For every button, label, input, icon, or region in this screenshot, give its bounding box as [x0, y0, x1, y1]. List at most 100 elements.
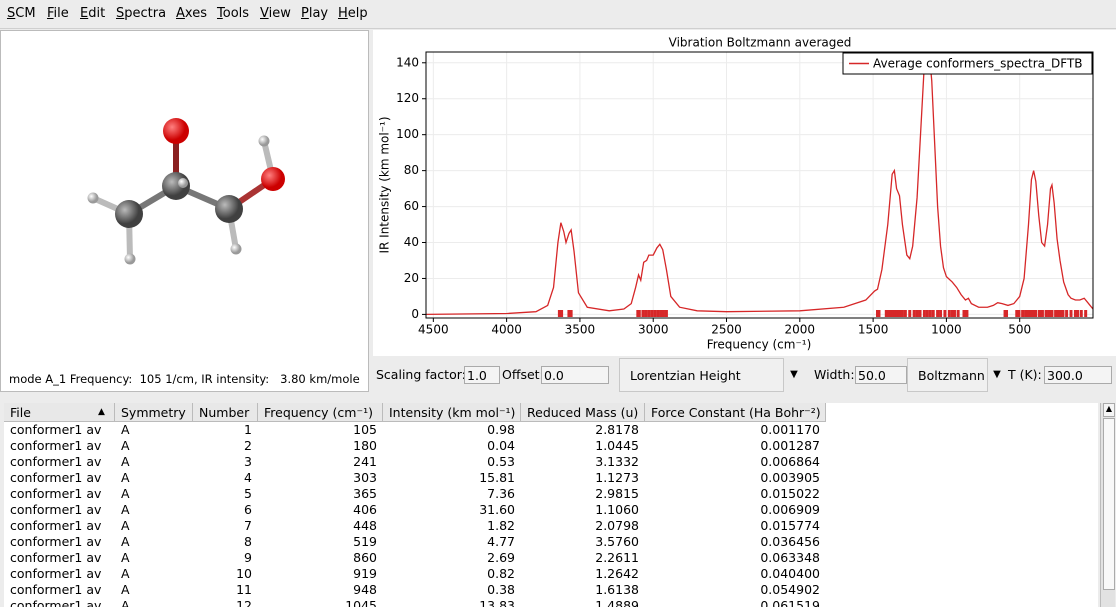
menu-item[interactable]: Edit	[80, 6, 105, 21]
table-cell: conformer1 av	[4, 486, 115, 502]
column-header[interactable]: Reduced Mass (u)	[521, 403, 645, 422]
molecule-viewer: mode A_1 Frequency: 105 1/cm, IR intensi…	[0, 30, 369, 392]
mode-stick	[1065, 310, 1068, 317]
table-cell: 0.040400	[645, 566, 826, 582]
mode-stick	[659, 310, 662, 317]
mode-stick	[560, 310, 563, 317]
atom	[125, 254, 136, 265]
table-cell: 2.69	[383, 550, 521, 566]
x-tick-label: 3500	[565, 323, 596, 337]
x-tick-label: 4000	[491, 323, 522, 337]
y-tick-label: 100	[396, 127, 419, 141]
table-cell: conformer1 av	[4, 550, 115, 566]
mode-stick	[1024, 310, 1027, 317]
temp-label: T (K):	[1008, 362, 1042, 388]
table-cell: 10	[193, 566, 258, 582]
y-tick-label: 140	[396, 55, 419, 69]
column-header[interactable]: Intensity (km mol⁻¹)	[383, 403, 521, 422]
menu-item[interactable]: Help	[338, 6, 368, 21]
table-cell: A	[115, 598, 193, 607]
mode-stick	[653, 310, 656, 317]
dropdown-arrow[interactable]: ▼	[785, 358, 803, 392]
table-cell: conformer1 av	[4, 502, 115, 518]
column-header[interactable]: Symmetry	[115, 403, 193, 422]
table-cell: A	[115, 470, 193, 486]
table-cell: 0.38	[383, 582, 521, 598]
scroll-thumb[interactable]	[1103, 418, 1115, 590]
mode-stick	[1050, 310, 1053, 317]
mode-stick	[948, 310, 951, 317]
table-cell: 0.054902	[645, 582, 826, 598]
weighting-dropdown[interactable]: Boltzmann	[907, 358, 988, 392]
table-cell: 0.53	[383, 454, 521, 470]
table-cell: 2.2611	[521, 550, 645, 566]
temp-input[interactable]: 300.0	[1044, 366, 1112, 384]
menu-bar: SCM File Edit Spectra Axes Tools View Play Help	[0, 0, 1116, 29]
table-cell: 0.001170	[645, 422, 826, 438]
table-cell: 7.36	[383, 486, 521, 502]
mode-stick	[638, 310, 641, 317]
column-header[interactable]: Frequency (cm⁻¹)	[258, 403, 383, 422]
mode-stick	[1048, 310, 1051, 317]
y-tick-label: 20	[404, 271, 419, 285]
menu-item[interactable]: Tools	[217, 6, 249, 21]
y-tick-label: 40	[404, 235, 419, 249]
x-tick-label: 1500	[858, 323, 889, 337]
mode-stick	[644, 310, 647, 317]
table-cell: 0.036456	[645, 534, 826, 550]
menu-item[interactable]: SCM	[7, 6, 36, 21]
scaling-input[interactable]: 1.0	[464, 366, 500, 384]
mode-stick	[1045, 310, 1048, 317]
dropdown-arrow[interactable]: ▼	[988, 358, 1006, 392]
table-cell: 13.83	[383, 598, 521, 607]
y-tick-label: 80	[404, 163, 419, 177]
table-cell: 105	[258, 422, 383, 438]
menu-item[interactable]: Axes	[176, 6, 207, 21]
x-tick-label: 500	[1008, 323, 1031, 337]
mode-stick	[1041, 310, 1044, 317]
menu-item[interactable]: Play	[301, 6, 328, 21]
menu-item[interactable]: Spectra	[116, 6, 166, 21]
table-cell: conformer1 av	[4, 470, 115, 486]
legend-label: Average conformers_spectra_DFTB	[873, 57, 1083, 71]
menu-item[interactable]: View	[260, 6, 291, 21]
mode-stick	[1084, 310, 1087, 317]
mode-stick	[1070, 310, 1073, 317]
table-cell: 1.6138	[521, 582, 645, 598]
mode-stick	[877, 310, 880, 317]
table-cell: A	[115, 486, 193, 502]
mode-stick	[929, 310, 932, 317]
scrollbar[interactable]: ▲	[1100, 403, 1115, 607]
table-cell: conformer1 av	[4, 582, 115, 598]
table-cell: A	[115, 582, 193, 598]
status-text: mode A_1 Frequency: 105 1/cm, IR intensi…	[9, 372, 360, 386]
mode-stick	[908, 310, 911, 317]
offset-label: Offset:	[502, 362, 544, 388]
offset-input[interactable]: 0.0	[541, 366, 609, 384]
column-header[interactable]: Force Constant (Ha Bohr⁻²)	[645, 403, 826, 422]
table-cell: conformer1 av	[4, 518, 115, 534]
mode-stick	[932, 310, 935, 317]
mode-stick	[650, 310, 653, 317]
mode-stick	[913, 310, 916, 317]
column-header[interactable]: Number	[193, 403, 258, 422]
mode-stick	[898, 310, 901, 317]
menu-item[interactable]: File	[47, 6, 69, 21]
y-tick-label: 0	[411, 307, 419, 321]
x-axis-label: Frequency (cm⁻¹)	[707, 338, 812, 352]
modes-table: FileSymmetryNumberFrequency (cm⁻¹)Intens…	[4, 403, 1098, 607]
table-cell: 11	[193, 582, 258, 598]
spectrum-panel: Vibration Boltzmann averaged Frequency (…	[373, 30, 1116, 356]
table-cell: 2.0798	[521, 518, 645, 534]
scroll-up[interactable]: ▲	[1103, 403, 1115, 417]
table-cell: conformer1 av	[4, 438, 115, 454]
width-input[interactable]: 50.0	[855, 366, 907, 384]
table-cell: 919	[258, 566, 383, 582]
table-cell: A	[115, 518, 193, 534]
lineshape-dropdown[interactable]: Lorentzian Height	[619, 358, 784, 392]
table-cell: 7	[193, 518, 258, 534]
table-cell: 4	[193, 470, 258, 486]
table-cell: 0.015022	[645, 486, 826, 502]
x-tick-label: 2000	[785, 323, 816, 337]
